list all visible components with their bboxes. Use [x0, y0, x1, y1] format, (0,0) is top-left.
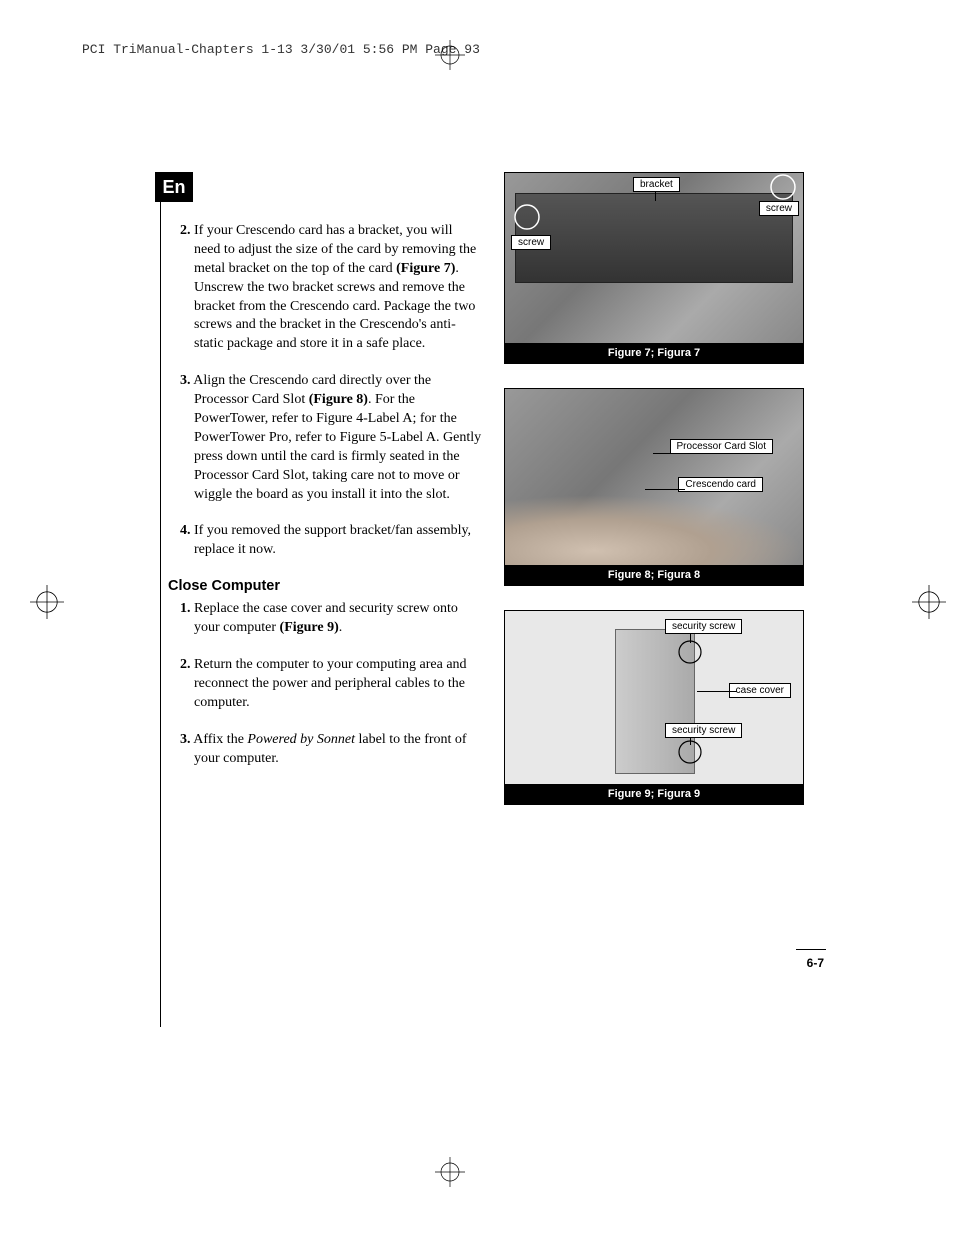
circle-callout-icon [769, 173, 797, 201]
registration-mark-icon [912, 585, 946, 619]
step-number: 2. [180, 657, 191, 672]
figure-9: security screw case cover security screw… [504, 610, 804, 805]
figure-image: security screw case cover security screw [505, 611, 803, 784]
label-processor-slot: Processor Card Slot [670, 439, 773, 454]
label-crescendo-card: Crescendo card [678, 477, 763, 492]
step-number: 2. [180, 223, 191, 238]
figure-caption: Figure 9; Figura 9 [505, 784, 803, 804]
figure-7: bracket screw screw Figure 7; Figura 7 [504, 172, 804, 364]
vertical-rule [160, 172, 161, 1027]
close-step-3: 3. Affix the Powered by Sonnet label to … [180, 731, 482, 769]
page-number: 6-7 [807, 956, 824, 970]
step-number: 4. [180, 523, 191, 538]
figure-image: Processor Card Slot Crescendo card [505, 389, 803, 565]
step-2: 2. If your Crescendo card has a bracket,… [180, 222, 482, 354]
figure-ref: (Figure 8) [309, 392, 368, 407]
close-step-2: 2. Return the computer to your computing… [180, 656, 482, 713]
figure-caption: Figure 8; Figura 8 [505, 565, 803, 585]
section-heading: Close Computer [168, 578, 482, 594]
figure-8: Processor Card Slot Crescendo card Figur… [504, 388, 804, 586]
figure-ref: (Figure 7) [396, 261, 455, 276]
figure-caption: Figure 7; Figura 7 [505, 343, 803, 363]
registration-mark-icon [435, 1157, 465, 1187]
label-security-screw: security screw [665, 723, 742, 738]
label-screw: screw [759, 201, 799, 216]
close-step-1: 1. Replace the case cover and security s… [180, 600, 482, 638]
product-label-name: Powered by Sonnet [247, 732, 355, 747]
registration-mark-icon [30, 585, 64, 619]
print-header: PCI TriManual-Chapters 1-13 3/30/01 5:56… [82, 42, 480, 57]
label-bracket: bracket [633, 177, 680, 192]
figure-column: bracket screw screw Figure 7; Figura 7 P… [504, 172, 804, 829]
body-text-column: 2. If your Crescendo card has a bracket,… [180, 222, 482, 786]
step-3: 3. Align the Crescendo card directly ove… [180, 372, 482, 504]
label-screw: screw [511, 235, 551, 250]
step-number: 3. [180, 373, 191, 388]
step-text: . For the PowerTower, refer to Figure 4-… [194, 392, 481, 501]
label-security-screw: security screw [665, 619, 742, 634]
step-text: Return the computer to your computing ar… [194, 657, 467, 710]
step-text: Affix the [193, 732, 247, 747]
step-text: If you removed the support bracket/fan a… [194, 523, 471, 557]
registration-mark-icon [435, 40, 465, 70]
figure-ref: (Figure 9) [280, 620, 339, 635]
step-4: 4. If you removed the support bracket/fa… [180, 522, 482, 560]
figure-image: bracket screw screw [505, 173, 803, 343]
label-case-cover: case cover [729, 683, 791, 698]
page-number-rule [796, 949, 826, 950]
circle-callout-icon [513, 203, 541, 231]
step-text: . [339, 620, 343, 635]
step-number: 1. [180, 601, 191, 616]
step-number: 3. [180, 732, 191, 747]
